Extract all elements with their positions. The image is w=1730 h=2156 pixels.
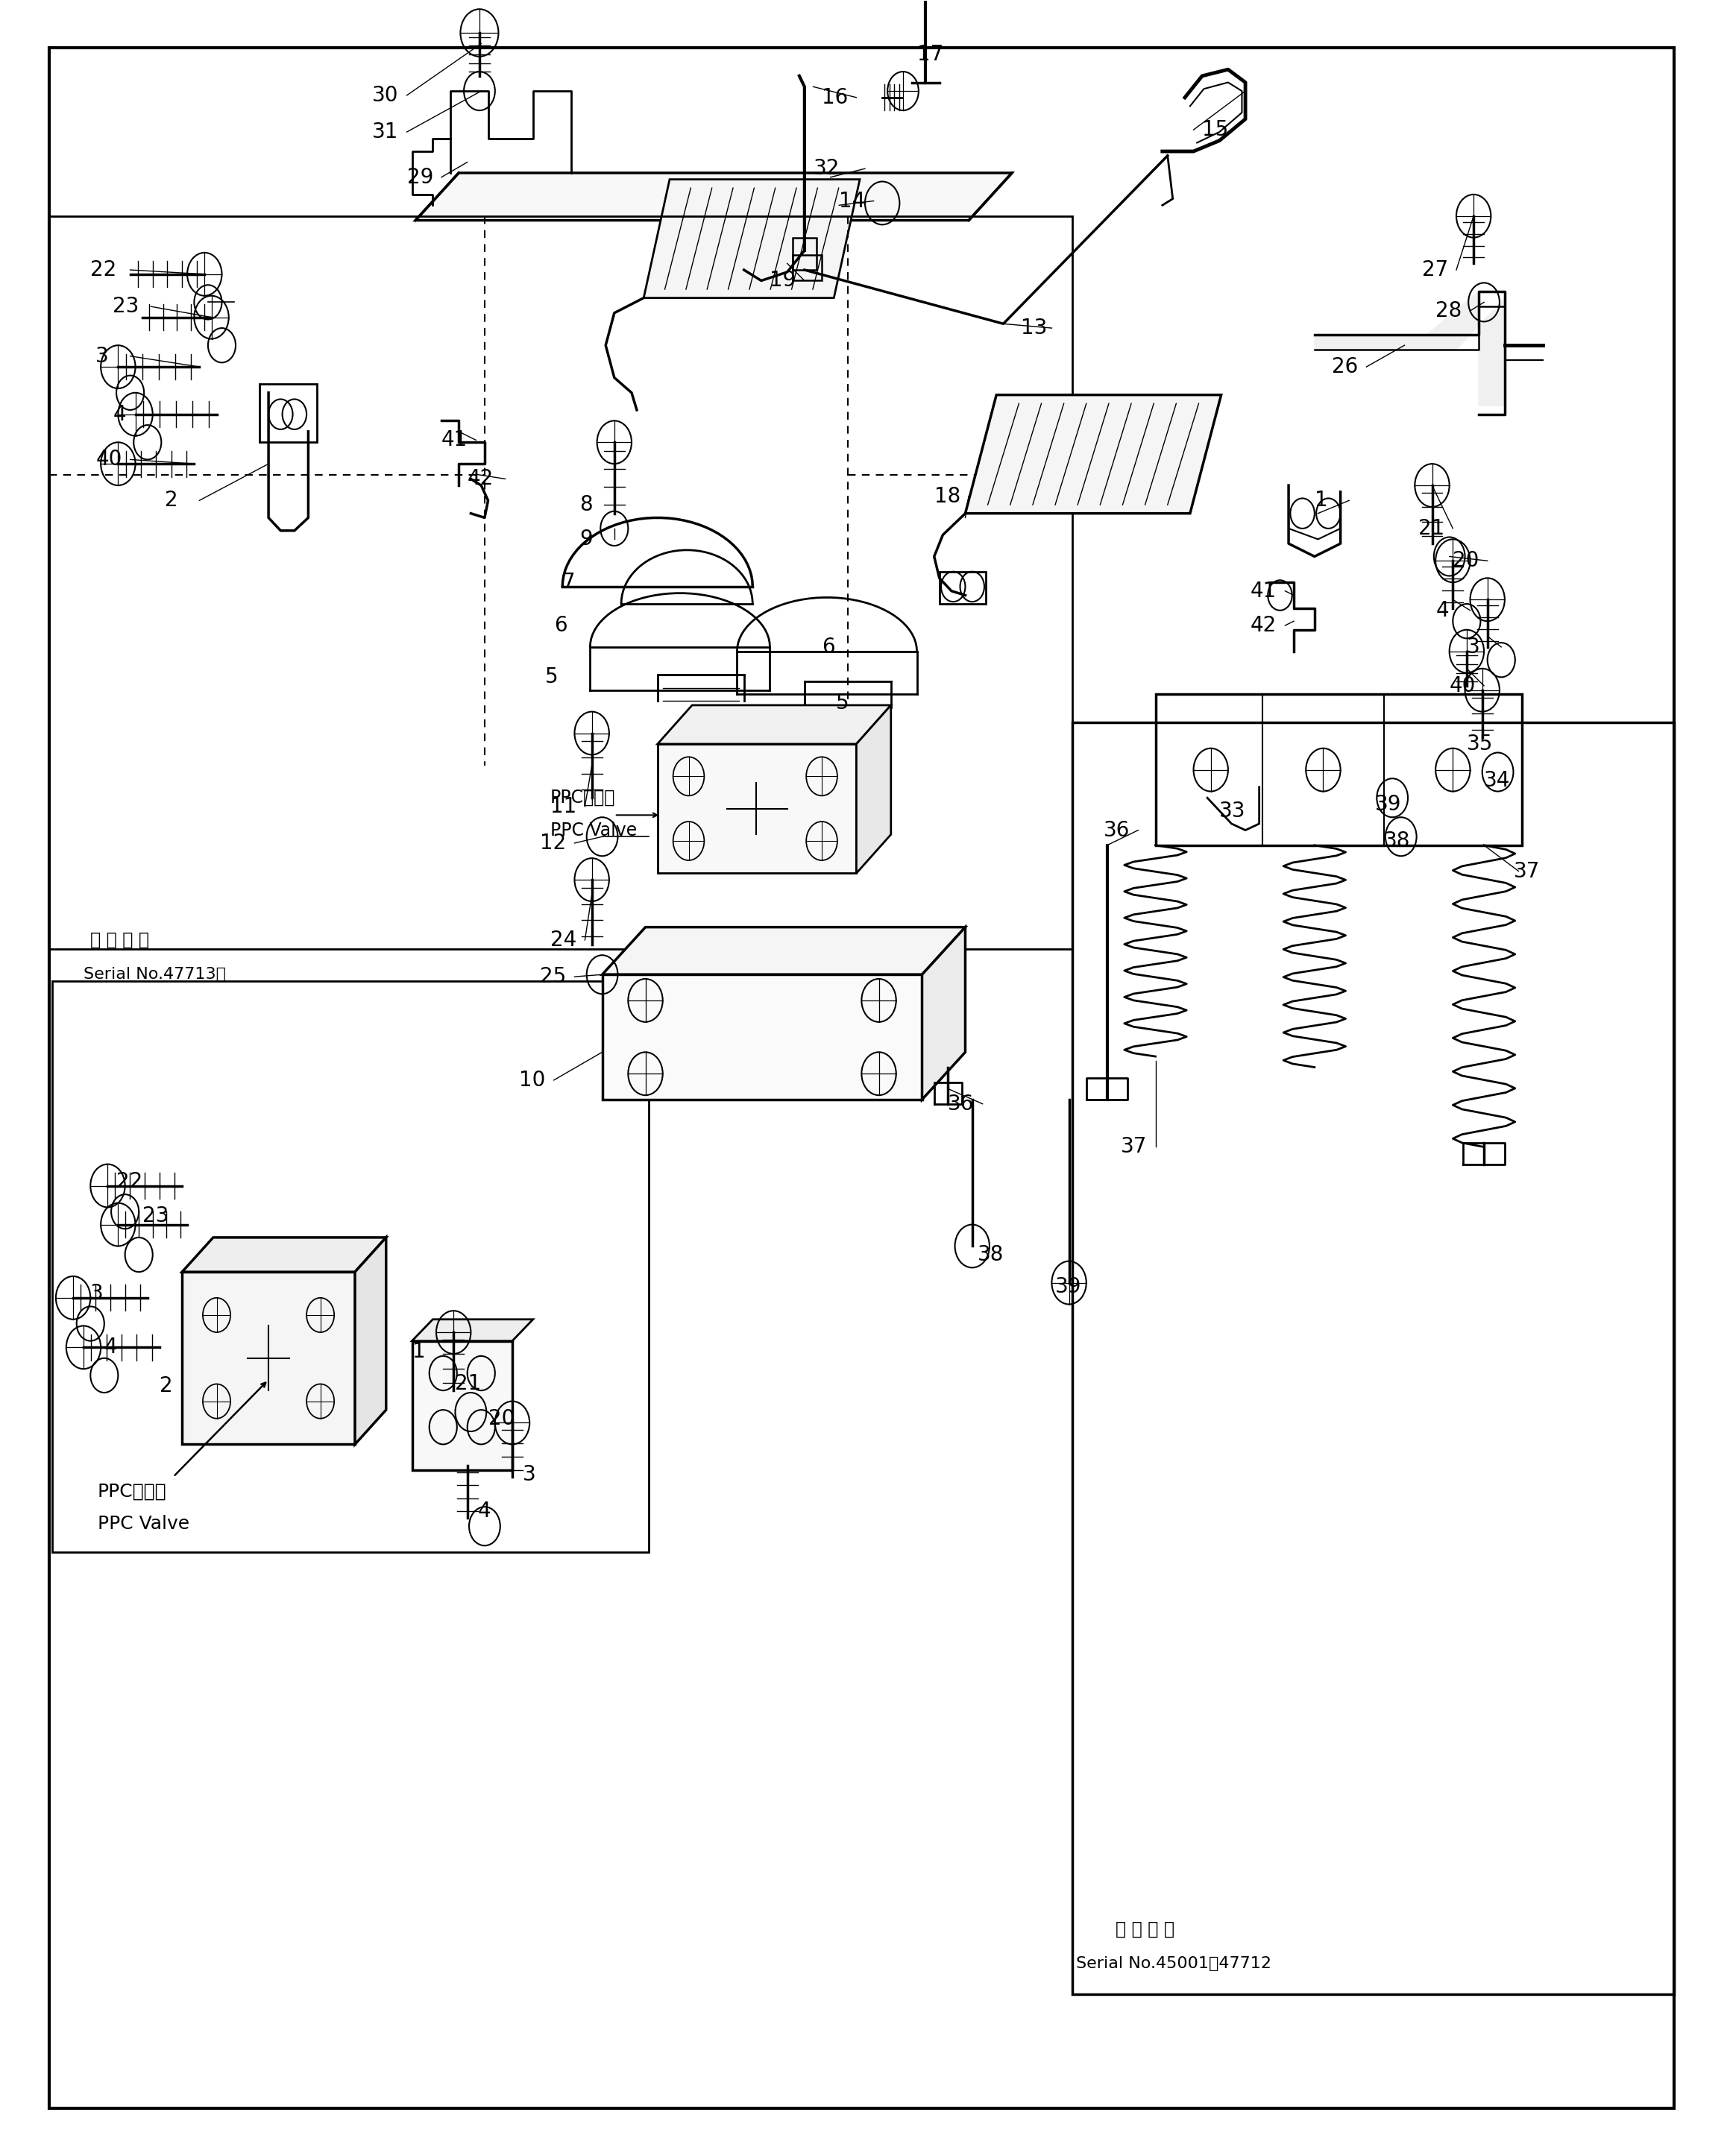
Text: 31: 31: [372, 121, 398, 142]
Text: 26: 26: [1332, 356, 1358, 377]
Polygon shape: [355, 1238, 386, 1445]
Polygon shape: [412, 1319, 533, 1341]
Text: 38: 38: [1384, 830, 1410, 852]
Text: 40: 40: [95, 448, 123, 470]
Text: 21: 21: [1419, 517, 1445, 539]
Text: 17: 17: [917, 43, 943, 65]
Text: 8: 8: [580, 494, 593, 515]
Text: 36: 36: [948, 1093, 974, 1115]
Text: 9: 9: [580, 528, 593, 550]
Text: 39: 39: [1375, 793, 1401, 815]
Text: 3: 3: [1467, 636, 1479, 658]
Text: 20: 20: [1453, 550, 1479, 571]
Text: 23: 23: [142, 1205, 168, 1227]
Text: 4: 4: [112, 403, 126, 425]
Polygon shape: [1315, 291, 1505, 405]
Text: 16: 16: [822, 86, 848, 108]
Text: 34: 34: [1484, 770, 1510, 791]
Text: 22: 22: [116, 1171, 142, 1192]
Text: 27: 27: [1422, 259, 1448, 280]
Text: 42: 42: [467, 468, 493, 489]
Text: 28: 28: [1436, 300, 1462, 321]
Text: 22: 22: [90, 259, 116, 280]
Text: PPCバルブ: PPCバルブ: [97, 1483, 166, 1501]
Text: 37: 37: [1514, 860, 1540, 882]
Bar: [792, 254, 822, 280]
Bar: [939, 571, 986, 604]
Text: 15: 15: [1202, 119, 1228, 140]
Text: 18: 18: [934, 485, 960, 507]
Text: 5: 5: [545, 666, 559, 688]
Polygon shape: [415, 172, 1012, 220]
Text: 21: 21: [455, 1373, 481, 1395]
Text: 7: 7: [562, 571, 576, 593]
Polygon shape: [657, 705, 891, 744]
Text: 2: 2: [164, 489, 178, 511]
Bar: [1156, 694, 1522, 845]
Text: 6: 6: [554, 614, 567, 636]
Text: 6: 6: [822, 636, 836, 658]
Text: 25: 25: [540, 966, 566, 987]
Bar: [52, 981, 649, 1552]
Text: 41: 41: [1251, 580, 1277, 602]
Text: Serial No.45001～47712: Serial No.45001～47712: [1076, 1955, 1272, 1971]
Text: 2: 2: [159, 1376, 173, 1397]
Text: 3: 3: [95, 345, 109, 367]
Bar: [792, 237, 817, 270]
Text: 32: 32: [813, 157, 839, 179]
Bar: [1073, 722, 1675, 1994]
Polygon shape: [602, 927, 965, 975]
Text: 39: 39: [1055, 1276, 1081, 1298]
Text: 5: 5: [836, 692, 849, 714]
Text: 42: 42: [1251, 614, 1277, 636]
Text: 適 用 号 機: 適 用 号 機: [90, 931, 149, 949]
Text: 36: 36: [1104, 819, 1130, 841]
Text: 29: 29: [407, 166, 432, 188]
Text: 40: 40: [1450, 675, 1476, 696]
Polygon shape: [644, 179, 860, 298]
Text: 30: 30: [372, 84, 398, 106]
Text: 37: 37: [1121, 1136, 1147, 1158]
Text: 3: 3: [522, 1464, 536, 1485]
Bar: [260, 384, 317, 442]
Text: 33: 33: [1220, 800, 1246, 821]
Text: 4: 4: [104, 1337, 118, 1358]
Text: Serial No.47713～: Serial No.47713～: [83, 968, 227, 981]
Text: 35: 35: [1467, 733, 1493, 755]
Bar: [657, 744, 856, 873]
Text: 4: 4: [1436, 599, 1448, 621]
Text: 20: 20: [488, 1408, 514, 1429]
Text: PPC Valve: PPC Valve: [550, 821, 637, 839]
Text: PPCバルブ: PPCバルブ: [550, 789, 616, 806]
Text: 13: 13: [1021, 317, 1047, 338]
Text: 適 用 号 機: 適 用 号 機: [1116, 1921, 1175, 1938]
Polygon shape: [922, 927, 965, 1100]
Text: 41: 41: [441, 429, 467, 451]
Bar: [412, 1341, 512, 1470]
Text: 4: 4: [477, 1501, 491, 1522]
Text: 12: 12: [540, 832, 566, 854]
Bar: [602, 975, 922, 1100]
Text: 38: 38: [977, 1244, 1003, 1266]
Polygon shape: [965, 395, 1221, 513]
Text: 1: 1: [1315, 489, 1327, 511]
Text: 11: 11: [550, 796, 576, 817]
Text: 1: 1: [412, 1341, 426, 1363]
Text: 10: 10: [519, 1069, 545, 1091]
Text: 19: 19: [770, 270, 796, 291]
Text: PPC Valve: PPC Valve: [97, 1516, 189, 1533]
Polygon shape: [856, 705, 891, 873]
Bar: [182, 1272, 355, 1445]
Bar: [48, 216, 1073, 949]
Text: 3: 3: [90, 1283, 104, 1304]
Polygon shape: [182, 1238, 386, 1272]
Text: 14: 14: [839, 190, 865, 211]
Text: 24: 24: [550, 929, 576, 951]
Text: 23: 23: [112, 295, 140, 317]
